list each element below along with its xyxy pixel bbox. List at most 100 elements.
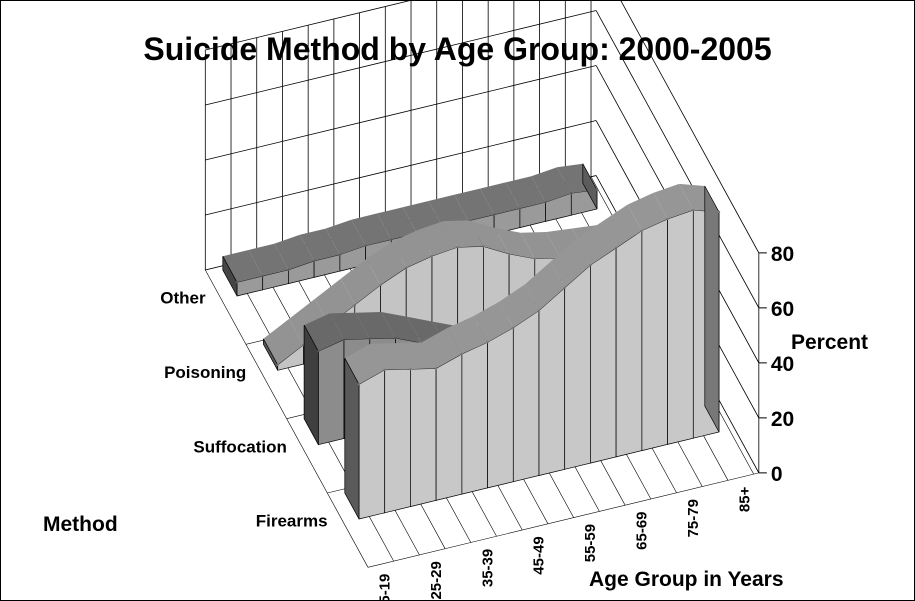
ribbon-front-segment: [512, 309, 540, 483]
ribbon-top-segment: [550, 239, 591, 288]
data-point: [312, 259, 316, 263]
ribbon-top-segment: [344, 343, 385, 385]
ribbon-top-segment: [370, 343, 411, 370]
data-point: [456, 245, 459, 249]
ribbon-top-segment: [428, 194, 469, 227]
data-point: [317, 349, 320, 353]
y-tick-label: 40: [771, 353, 794, 376]
data-point: [405, 266, 408, 269]
x-tick-label: 65-69: [633, 511, 650, 549]
ribbon-front-segment: [615, 229, 643, 458]
data-point: [486, 340, 489, 344]
ribbon-front-segment: [384, 368, 411, 514]
method-tick-label: Poisoning: [164, 363, 246, 382]
data-point: [614, 246, 618, 250]
series-firearms: [344, 183, 721, 520]
ribbon-top-segment: [443, 220, 484, 248]
data-point: [507, 252, 511, 256]
ribbon-top-segment: [340, 259, 381, 305]
data-point: [482, 245, 485, 248]
ribbon-top-segment: [479, 182, 520, 215]
data-point: [235, 281, 239, 284]
ribbon-top-segment: [289, 298, 330, 345]
data-point: [364, 244, 367, 247]
ribbon-end-cap: [303, 324, 319, 445]
ribbon-front-segment: [358, 369, 386, 520]
ribbon-front-segment: [317, 338, 345, 446]
data-point: [409, 367, 412, 371]
back-gridline-h: [205, 65, 597, 161]
ribbon-top-segment: [627, 192, 668, 231]
data-point: [460, 352, 464, 356]
data-point: [640, 229, 644, 232]
ribbon-top-segment: [329, 312, 370, 340]
back-gridline-h: [205, 120, 597, 216]
side-gridline-h: [595, 10, 760, 309]
data-point: [533, 257, 537, 260]
ribbon-top-segment: [576, 221, 617, 266]
ribbon-front-segment: [564, 264, 591, 470]
series-layer: [222, 163, 721, 520]
ribbon-top-segment: [421, 327, 462, 369]
data-point: [287, 268, 290, 272]
ribbon-top-segment: [473, 301, 514, 343]
ribbon-end-cap: [344, 358, 360, 520]
data-point: [379, 283, 382, 287]
ribbon-front-segment: [667, 209, 694, 445]
data-point: [342, 338, 346, 341]
ribbon-end-cap: [222, 256, 238, 297]
ribbon-top-segment: [314, 278, 355, 325]
ribbon-top-segment: [505, 176, 546, 209]
ribbon-end-cap: [263, 338, 279, 371]
ribbon-top-segment: [417, 221, 458, 256]
data-point: [276, 363, 279, 367]
data-point: [570, 192, 573, 195]
x-tick-label: 75-79: [685, 499, 702, 537]
data-point: [390, 238, 393, 241]
chart-title: Suicide Method by Age Group: 2000-2005: [143, 31, 772, 67]
method-axis-label: Method: [43, 513, 118, 536]
ribbon-top-segment: [499, 284, 539, 328]
ribbon-top-segment: [454, 188, 495, 221]
x-tick-label: 35-39: [479, 549, 496, 587]
y-tick-label: 60: [771, 298, 794, 321]
data-point: [383, 368, 386, 371]
ribbon-front-segment: [410, 368, 437, 508]
data-point: [492, 213, 496, 216]
x-tick-label: 55-59: [582, 524, 599, 562]
floor-gridline: [367, 472, 759, 568]
ribbon-top-segment: [447, 316, 488, 354]
ribbon-front-segment: [590, 247, 617, 464]
y-tick-label: 0: [771, 463, 783, 486]
ribbon-top-segment: [653, 183, 694, 219]
data-point: [717, 210, 721, 214]
ribbon-top-segment: [274, 234, 315, 270]
data-point: [692, 208, 695, 212]
ribbon-front-segment: [435, 353, 463, 501]
x-axis-label: Age Group in Years: [589, 568, 784, 591]
data-point: [512, 326, 515, 329]
ribbon-top-segment: [601, 204, 642, 248]
ribbon-end-cap: [582, 163, 598, 210]
data-point: [563, 286, 566, 289]
ribbon-end-cap: [704, 185, 720, 433]
y-tick-label: 80: [771, 243, 794, 266]
ribbon-top-segment: [392, 230, 432, 268]
ribbon-top-segment: [263, 318, 304, 365]
ribbon-top-segment: [366, 241, 407, 285]
y-tick-layer: 0 20 40 60 80: [758, 243, 794, 486]
ribbon-top-segment: [381, 312, 422, 343]
ribbon-top-segment: [396, 342, 437, 370]
data-point: [537, 309, 541, 312]
x-tick-label: 25-29: [428, 561, 445, 599]
ribbon-top-segment: [524, 261, 565, 311]
data-point: [338, 253, 342, 256]
ribbon-top-segment: [299, 228, 340, 261]
data-point: [666, 217, 669, 221]
side-gridline-h: [620, 1, 760, 254]
back-gridline-h: [205, 1, 410, 51]
ribbon-top-segment: [355, 312, 396, 339]
method-tick-label: Firearms: [256, 512, 328, 531]
